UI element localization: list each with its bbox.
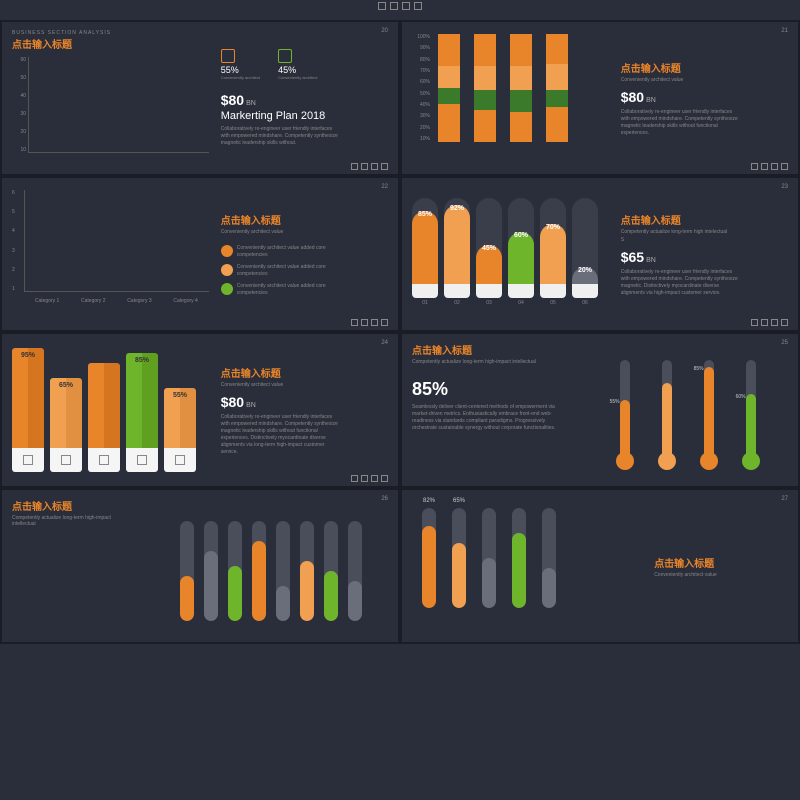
big-value: $80BN (621, 89, 788, 105)
page-number: 21 (781, 28, 788, 34)
base-bar-chart: 95%65%85%55% (12, 342, 213, 472)
description: Collaboratively re-engineer user friendl… (221, 414, 341, 456)
slide-thermometer: 25 点击输入标题 Competently actualize long-ter… (400, 332, 800, 488)
subtitle: Conveniently architect value (654, 572, 788, 578)
slim-pill-chart: 82%65% (412, 498, 646, 608)
big-percent: 85% (412, 379, 579, 400)
subtitle: Competently actualize long-term high-imp… (412, 359, 579, 365)
subtitle: Conveniently architect value (621, 77, 788, 83)
slide-title: 点击输入标题 (12, 36, 213, 51)
description: Collaboratively re-engineer user friendl… (221, 126, 341, 147)
stat-percent: 45% (278, 65, 317, 75)
thermometer-chart: 55%85%60% (587, 350, 788, 470)
slide-slim-pills-2: 27 82%65% 点击输入标题 Conveniently architect … (400, 488, 800, 644)
page-number: 27 (781, 496, 788, 502)
description: Seamlessly deliver client-centered metho… (412, 404, 562, 432)
plan-title: Markerting Plan 2018 (221, 110, 388, 122)
slide-stacked-bars: 21 100%90%80%70%60%50%40%30%20%10% 点击输入标… (400, 20, 800, 176)
page-number: 26 (381, 496, 388, 502)
candlestick-chart: 605040302010 (12, 57, 213, 167)
grouped-bar-chart: 654321 Category 1Category 2Category 3Cat… (12, 186, 213, 306)
page-number: 23 (781, 184, 788, 190)
stat-label: Conveniently architect (278, 75, 317, 80)
slide-candlestick: 20 BUSINESS SECTION ANALYSIS 点击输入标题 6050… (0, 20, 400, 176)
slide-slim-pills: 26 点击输入标题 Competently actualize long-ter… (0, 488, 400, 644)
stat-block: 45% Conveniently architect (278, 49, 317, 80)
big-value: $80BN (221, 92, 388, 108)
slide-title: 点击输入标题 (412, 342, 579, 357)
briefcase-icon (221, 49, 235, 63)
slide-title: 点击输入标题 (221, 365, 388, 380)
social-icon (402, 2, 410, 10)
page-number: 24 (381, 340, 388, 346)
social-icon (414, 2, 422, 10)
top-social-row (0, 0, 800, 20)
slide-base-bars: 24 95%65%85%55% 点击输入标题 Conveniently arch… (0, 332, 400, 488)
subtitle: Competently actualize long-term high-imp… (12, 515, 132, 527)
big-value: $80BN (221, 394, 388, 410)
subtitle2: S (621, 237, 788, 243)
subtitle: Competently actualize long-term high int… (621, 229, 788, 235)
page-number: 25 (781, 340, 788, 346)
description: Collaboratively re-engineer user friendl… (621, 269, 741, 297)
stacked-bar-chart: 100%90%80%70%60%50%40%30%20%10% (412, 30, 613, 150)
stat-block: 55% Conveniently architect (221, 49, 260, 80)
social-icon (390, 2, 398, 10)
legend: Conveniently architect value added core … (221, 245, 388, 296)
stat-label: Conveniently architect (221, 75, 260, 80)
page-number: 20 (381, 28, 388, 34)
stat-percent: 55% (221, 65, 260, 75)
slide-title: 点击输入标题 (621, 212, 788, 227)
pill-chart: 85%0192%0245%0360%0470%0520%06 (412, 186, 613, 306)
subtitle: Conveniently architect value (221, 229, 388, 235)
slide-title: 点击输入标题 (221, 212, 388, 227)
page-number: 22 (381, 184, 388, 190)
slide-title: 点击输入标题 (654, 555, 788, 570)
slide-title: 点击输入标题 (12, 498, 146, 513)
social-icon (378, 2, 386, 10)
subtitle: Conveniently architect value (221, 382, 388, 388)
description: Collaboratively re-engineer user friendl… (621, 109, 741, 137)
slide-pill-bars: 23 85%0192%0245%0360%0470%0520%06 点击输入标题… (400, 176, 800, 332)
big-value: $65BN (621, 249, 788, 265)
slim-pill-chart (154, 511, 388, 621)
camera-icon (278, 49, 292, 63)
slide-grouped-bars: 22 654321 Category 1Category 2Category 3… (0, 176, 400, 332)
slide-title: 点击输入标题 (621, 60, 788, 75)
